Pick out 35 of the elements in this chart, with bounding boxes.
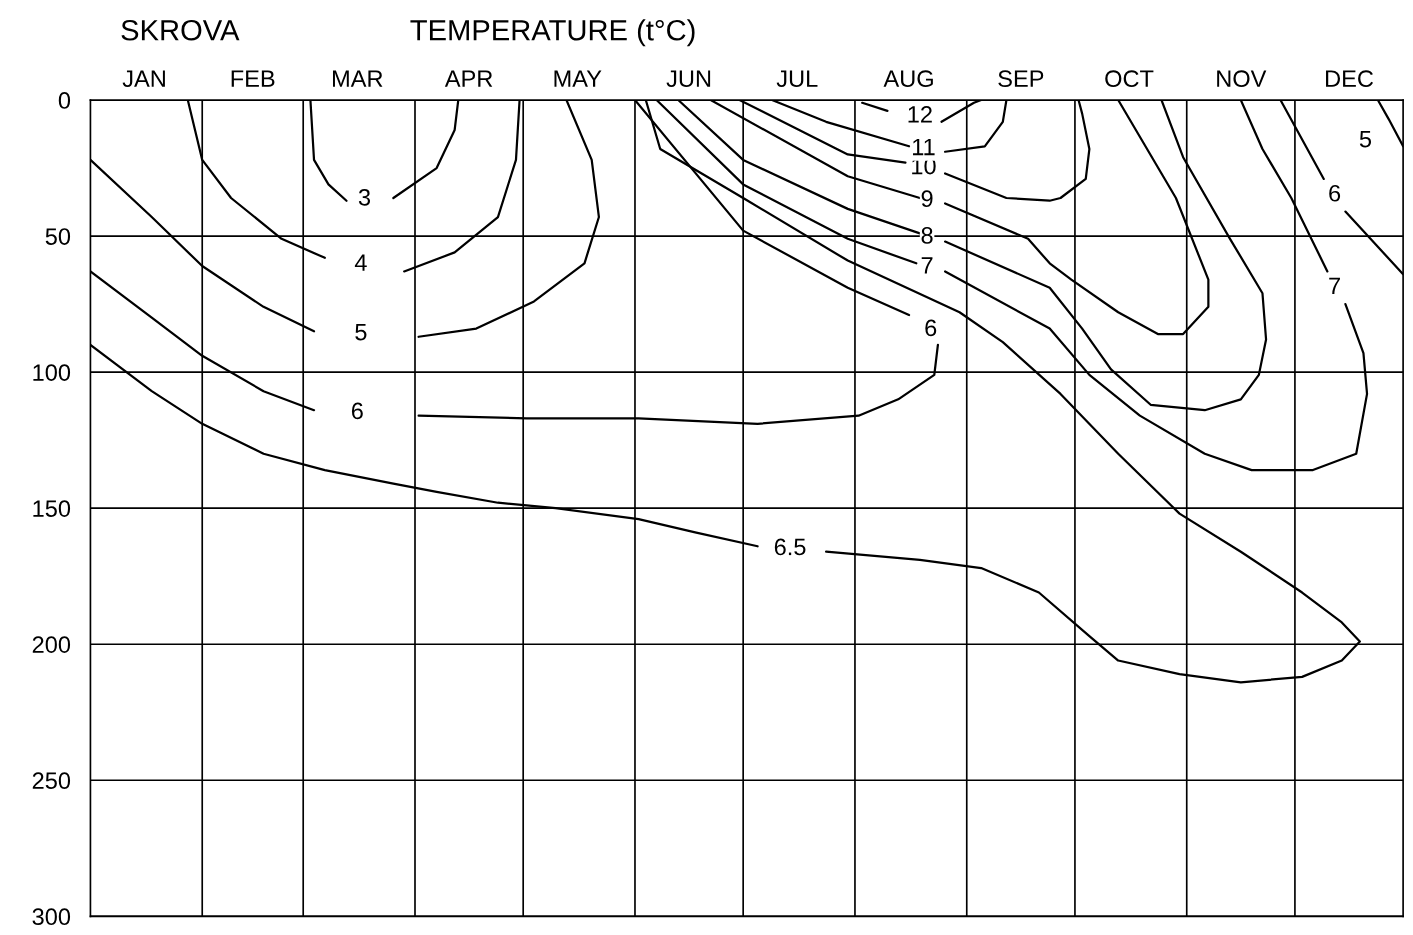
text: 6 <box>351 402 363 420</box>
series-label: 7 <box>921 257 933 274</box>
series-label: 6.5 <box>774 538 806 556</box>
y-tick-label: 0 <box>58 92 71 109</box>
x-tick-label: OCT <box>1105 70 1154 88</box>
series-label: 11 <box>913 138 935 156</box>
series-label: 5 <box>355 323 367 341</box>
x-tick-label: NOV <box>1217 70 1267 88</box>
series-label: 3 <box>358 188 371 206</box>
series-label: 5 <box>1359 131 1372 148</box>
x-tick-label: AUG <box>883 70 933 88</box>
x-tick-label: FEB <box>231 70 275 87</box>
y-tick-label: 200 <box>32 636 71 653</box>
series-label: 4 <box>354 254 367 271</box>
x-tick-label: MAY <box>554 70 602 87</box>
x-tick-label: JUN <box>666 70 711 88</box>
y-tick-label: 250 <box>32 772 71 790</box>
y-tick-label: 50 <box>45 228 71 245</box>
chart-subtitle: TEMPERATURE (t°C) <box>410 19 695 47</box>
x-tick-label: JAN <box>122 70 165 88</box>
chart-title: SKROVA <box>121 19 240 41</box>
y-tick-label: 300 <box>32 908 71 926</box>
x-tick-label: APR <box>444 70 493 87</box>
x-tick-label: DEC <box>1326 70 1374 88</box>
y-tick-label: 150 <box>33 500 71 517</box>
series-label: 6 <box>1329 184 1341 202</box>
x-tick-label: SEP <box>998 70 1044 88</box>
y-tick-label: 100 <box>33 364 71 381</box>
series-label: 8 <box>921 227 933 244</box>
series-label: 12 <box>908 105 932 123</box>
x-tick-label: JUL <box>776 70 818 88</box>
series-label: 9 <box>921 190 933 208</box>
text: 7 <box>1329 277 1340 294</box>
x-tick-label: MAR <box>333 70 383 87</box>
series-label: 6 <box>925 319 937 337</box>
